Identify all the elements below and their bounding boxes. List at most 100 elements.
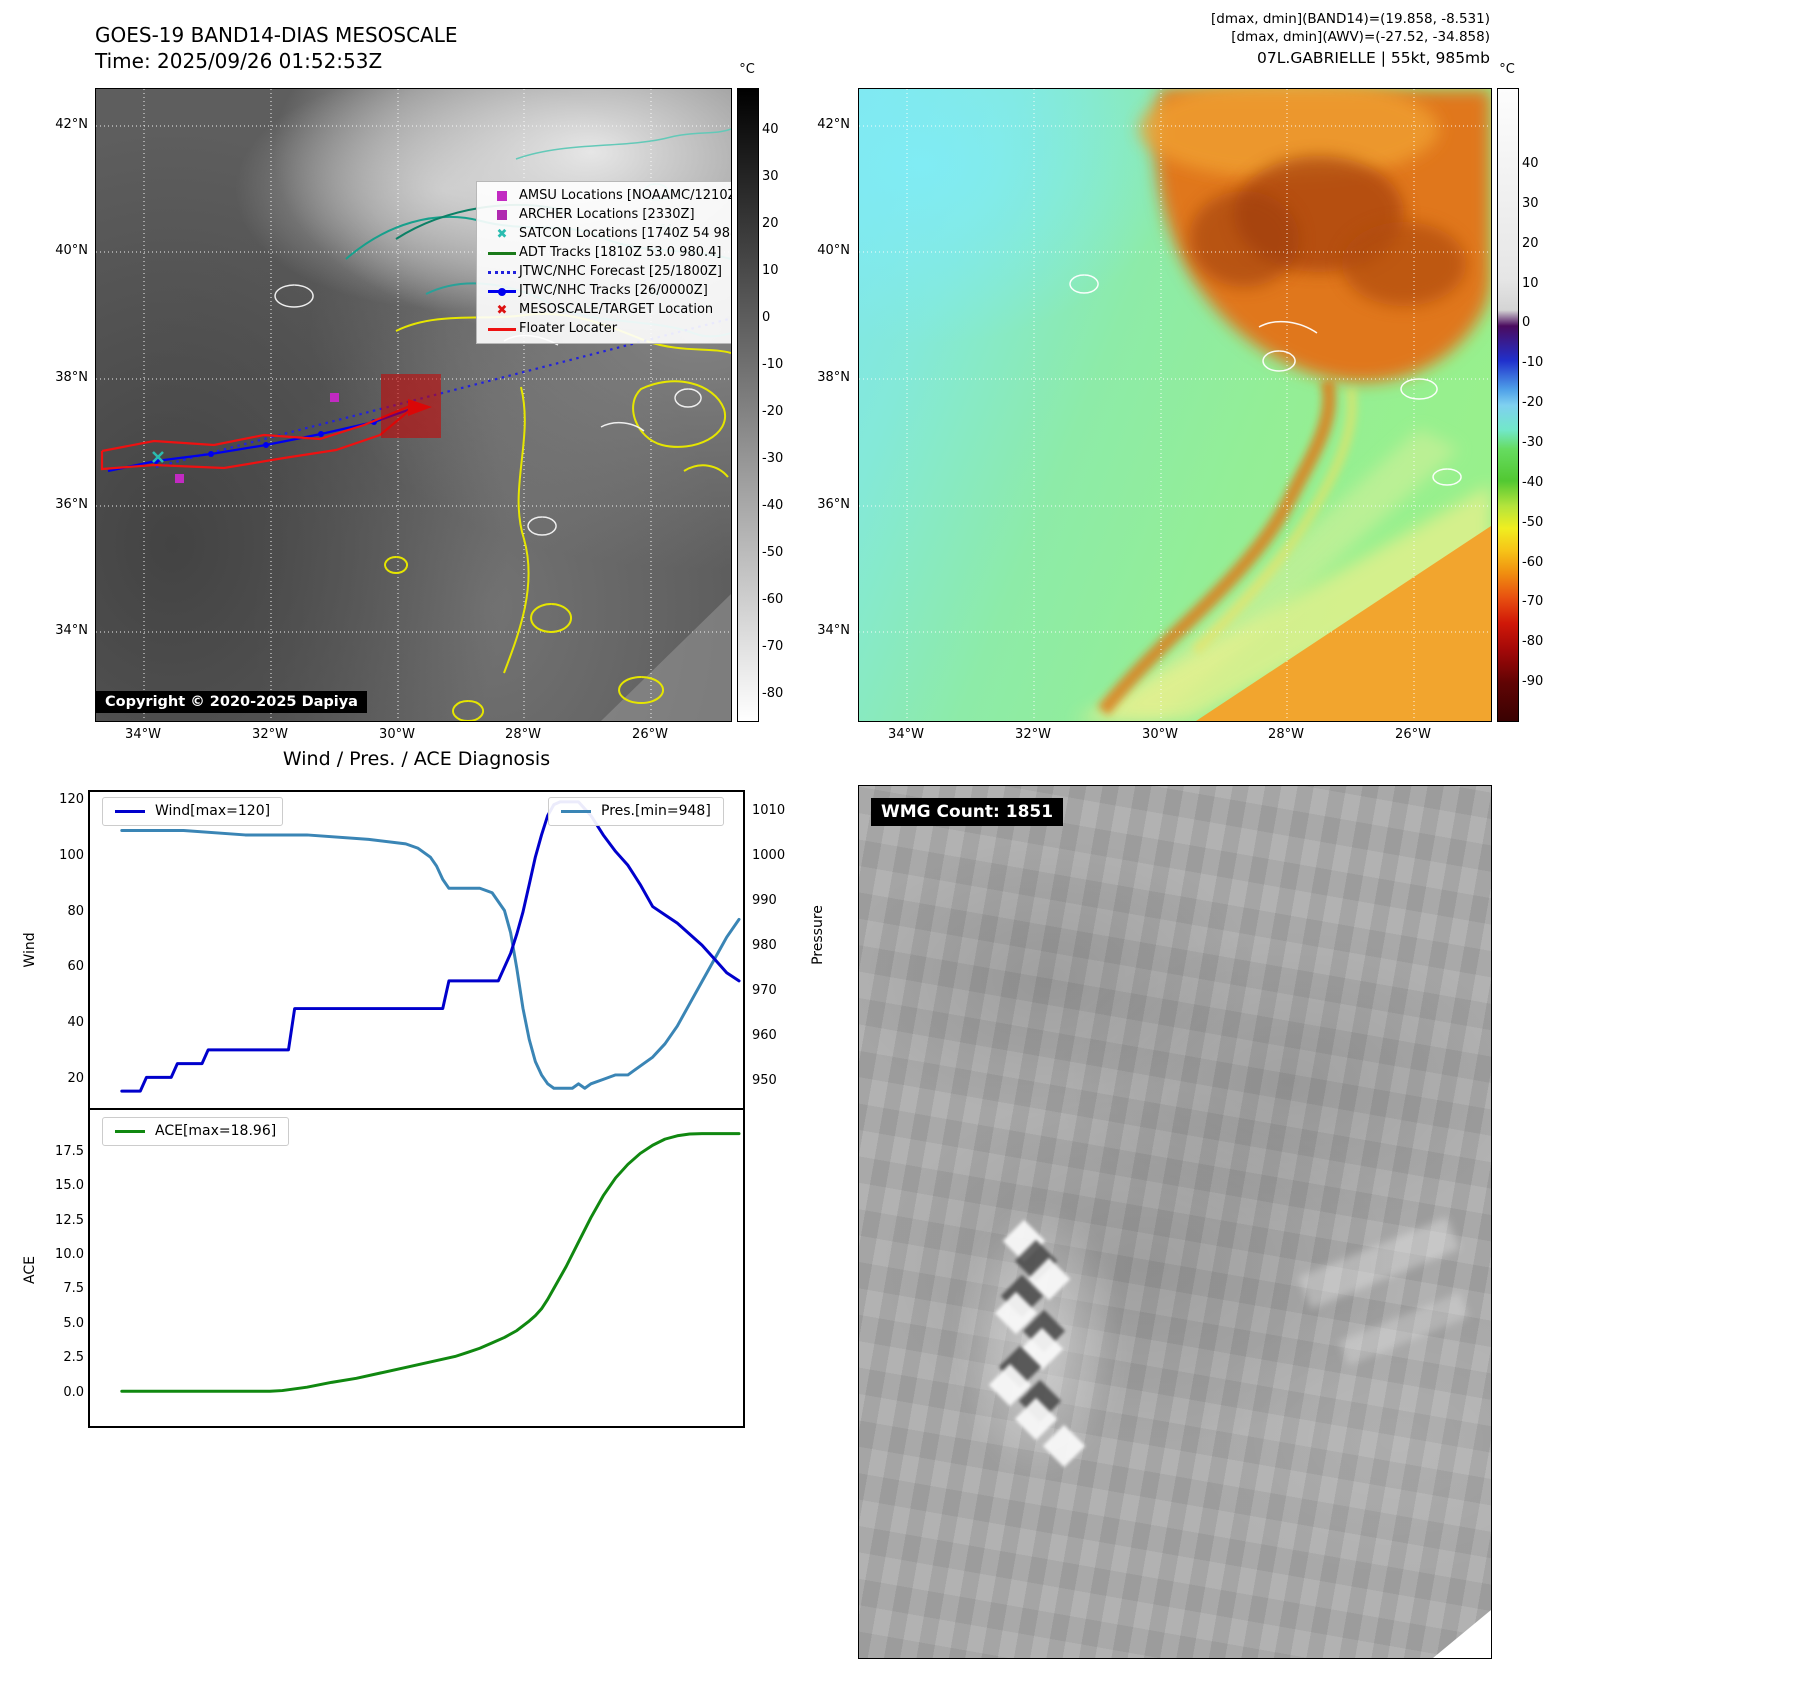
colorbar-tick: -40 [762, 498, 784, 513]
colorbar-unit: °C [1499, 62, 1515, 77]
ace-tick: 12.5 [55, 1213, 84, 1228]
band14-map: -64 -54 [95, 88, 732, 722]
legend-label: SATCON Locations [1740Z 54 988] [519, 226, 732, 241]
lon-tick: 32°W [252, 727, 288, 742]
pres-legend: Pres.[min=948] [548, 797, 724, 826]
white-contours [1069, 274, 1462, 486]
x-marker-icon: ✖ [496, 302, 508, 318]
colorbar-tick: -60 [762, 592, 784, 607]
pres-tick: 950 [752, 1073, 777, 1088]
colorbar-tick: -20 [1522, 395, 1544, 410]
colorbar-tick: 10 [1522, 276, 1539, 291]
lat-tick: 34°N [55, 623, 88, 638]
colorbar-tick: -30 [762, 451, 784, 466]
legend-item: ✖ SATCON Locations [1740Z 54 988] [485, 226, 732, 242]
corner-wedge [1196, 526, 1491, 721]
copyright-badge: Copyright © 2020-2025 Dapiya [96, 691, 367, 713]
lat-tick: 40°N [817, 243, 850, 258]
floater-outline [100, 404, 411, 471]
lat-tick: 40°N [55, 243, 88, 258]
lon-tick: 26°W [632, 727, 668, 742]
colorbar-tick: -70 [762, 639, 784, 654]
legend-label: Wind[max=120] [155, 803, 271, 819]
legend-label: AMSU Locations [NOAAMC/1210Z 44 990] [519, 188, 732, 203]
lon-tick: 28°W [1268, 727, 1304, 742]
colorbar-tick: 30 [762, 169, 779, 184]
pres-tick: 980 [752, 938, 777, 953]
colorbar-tick: 30 [1522, 196, 1539, 211]
ace-tick: 2.5 [63, 1350, 84, 1365]
band14-colorbar [737, 88, 759, 722]
legend-item: Floater Locater [485, 321, 731, 337]
lat-tick: 38°N [817, 370, 850, 385]
colorbar-tick: -10 [762, 357, 784, 372]
ace-tick: 7.5 [63, 1281, 84, 1296]
lon-tick: 32°W [1015, 727, 1051, 742]
legend-label: ACE[max=18.96] [155, 1123, 277, 1139]
image-corner-cut [1433, 1610, 1491, 1658]
lon-tick: 26°W [1395, 727, 1431, 742]
wind-legend: Wind[max=120] [102, 797, 284, 826]
colorbar-tick: 40 [762, 122, 779, 137]
lon-tick: 28°W [505, 727, 541, 742]
colorbar-tick: 20 [762, 216, 779, 231]
legend-item: ARCHER Locations [2330Z] [485, 207, 731, 223]
line-marker-icon [485, 322, 519, 336]
colorbar-tick: -50 [762, 545, 784, 560]
wmg-image: WMG Count: 1851 [858, 785, 1492, 1659]
map-legend: AMSU Locations [NOAAMC/1210Z 44 990] ARC… [476, 181, 732, 344]
wind-tick: 80 [67, 904, 84, 919]
legend-item: JTWC/NHC Forecast [25/1800Z] [485, 264, 731, 280]
lon-tick: 34°W [125, 727, 161, 742]
band14-time: Time: 2025/09/26 01:52:53Z [95, 49, 383, 73]
legend-item: AMSU Locations [NOAAMC/1210Z 44 990] [485, 188, 732, 204]
warm-cloud-rim [1139, 89, 1439, 179]
line-marker-icon [115, 1130, 145, 1133]
wind-tick: 120 [59, 792, 84, 807]
lat-tick: 34°N [817, 623, 850, 638]
pres-tick: 960 [752, 1028, 777, 1043]
warm-plume [1097, 379, 1337, 716]
line-marker-icon [485, 246, 519, 260]
colorbar-tick: -40 [1522, 475, 1544, 490]
square-marker-icon [485, 208, 519, 222]
ace-axis-label: ACE [22, 1256, 38, 1284]
pressure-axis-label: Pressure [810, 905, 826, 965]
ace-tick: 0.0 [63, 1385, 84, 1400]
colorbar-tick: -80 [1522, 634, 1544, 649]
diagnosis-title: Wind / Pres. / ACE Diagnosis [282, 748, 551, 770]
wind-tick: 20 [67, 1071, 84, 1086]
x-marker-icon: ✖ [496, 226, 508, 242]
enhanced-map-overlay [859, 89, 1491, 721]
line-marker-icon [115, 810, 145, 813]
lat-tick: 42°N [817, 117, 850, 132]
legend-label: MESOSCALE/TARGET Location [519, 302, 714, 317]
wmg-count-badge: WMG Count: 1851 [871, 798, 1064, 826]
satcon-marker [152, 451, 164, 463]
storm-title: 07L.GABRIELLE | 55kt, 985mb [1257, 49, 1490, 67]
lon-tick: 34°W [888, 727, 924, 742]
legend-item: JTWC/NHC Tracks [26/0000Z] [485, 283, 731, 299]
ace-legend: ACE[max=18.96] [102, 1117, 290, 1146]
wind-axis-label: Wind [22, 932, 38, 968]
dmax-dmin-awv: [dmax, dmin](AWV)=(-27.52, -34.858) [1231, 29, 1490, 45]
light-streak [1338, 1292, 1470, 1366]
enhanced-ir-map [858, 88, 1492, 722]
legend-label: JTWC/NHC Tracks [26/0000Z] [519, 283, 708, 298]
pres-tick: 1010 [752, 803, 786, 818]
warm-core [1189, 191, 1299, 287]
swath-edge [601, 594, 731, 721]
colorbar-tick: -90 [1522, 674, 1544, 689]
legend-label: Pres.[min=948] [601, 803, 711, 819]
legend-label: JTWC/NHC Forecast [25/1800Z] [519, 264, 722, 279]
lat-tick: 42°N [55, 117, 88, 132]
ace-tick: 15.0 [55, 1178, 84, 1193]
mesoscale-target-box [381, 374, 441, 438]
pres-tick: 970 [752, 983, 777, 998]
colorbar-tick: 10 [762, 263, 779, 278]
colorbar-tick: -70 [1522, 594, 1544, 609]
amsu-marker [330, 393, 339, 402]
warm-core [1342, 222, 1466, 306]
colorbar-tick: 0 [1522, 315, 1531, 330]
